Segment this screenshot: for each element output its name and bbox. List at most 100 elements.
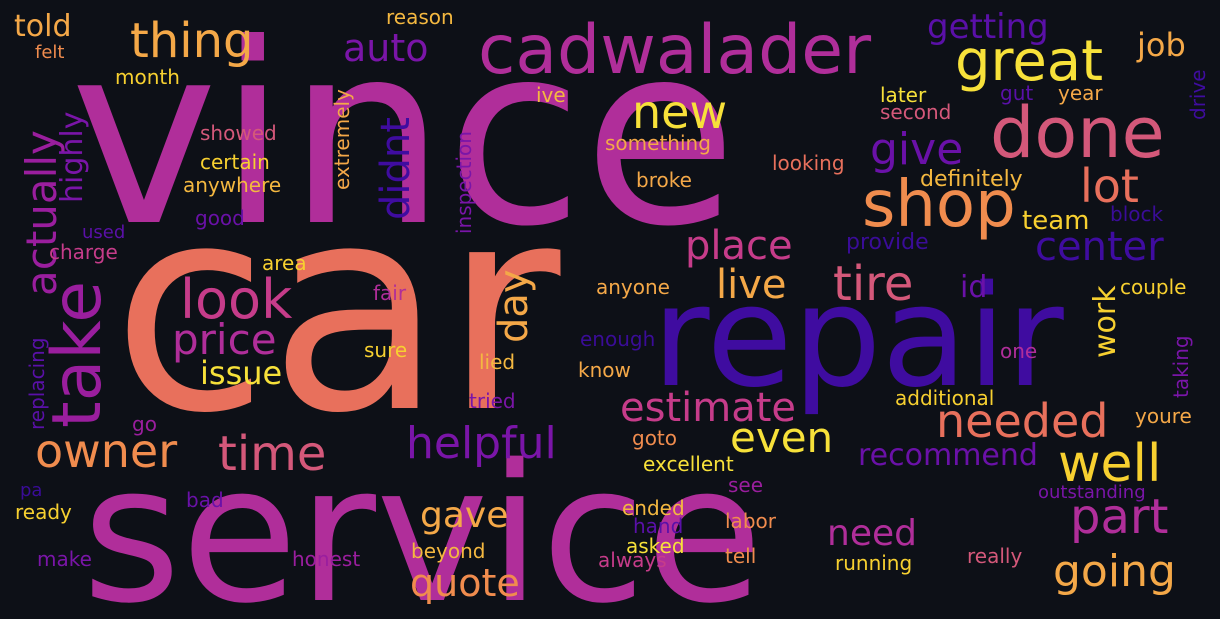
- word-bad: bad: [186, 488, 224, 512]
- word-time: time: [218, 426, 326, 482]
- word-gut: gut: [1000, 81, 1033, 105]
- word-replacing: replacing: [25, 337, 49, 430]
- word-tell: tell: [725, 544, 756, 568]
- word-new: new: [632, 85, 727, 139]
- word-ive: ive: [536, 83, 566, 107]
- word-tire: tire: [833, 256, 913, 312]
- word-issue: issue: [200, 354, 282, 392]
- word-labor: labor: [725, 509, 777, 533]
- word-certain: certain: [200, 150, 270, 174]
- word-estimate: estimate: [620, 385, 796, 431]
- word-live: live: [716, 262, 787, 308]
- word-sure: sure: [364, 338, 407, 362]
- word-need: need: [827, 513, 917, 554]
- word-gave: gave: [420, 495, 508, 536]
- word-something: something: [605, 131, 711, 155]
- word-go: go: [132, 412, 157, 436]
- word-looking: looking: [772, 151, 845, 175]
- word-really: really: [967, 544, 1022, 568]
- word-ended: ended: [622, 496, 685, 520]
- word-owner: owner: [35, 424, 177, 478]
- word-excellent: excellent: [643, 452, 734, 476]
- word-extremely: extremely: [330, 89, 354, 190]
- word-great: great: [955, 29, 1103, 94]
- word-month: month: [115, 65, 180, 89]
- word-told: told: [14, 9, 72, 44]
- word-outstanding: outstanding: [1038, 482, 1146, 503]
- word-well: well: [1058, 434, 1161, 494]
- word-always: always: [598, 548, 667, 572]
- word-day: day: [491, 269, 537, 343]
- word-needed: needed: [936, 394, 1108, 448]
- word-place: place: [685, 223, 793, 269]
- word-auto: auto: [343, 26, 429, 70]
- word-youre: youre: [1135, 404, 1192, 428]
- word-thing: thing: [130, 13, 253, 69]
- word-give: give: [870, 124, 963, 175]
- word-broke: broke: [636, 168, 692, 192]
- word-reason: reason: [386, 5, 454, 29]
- word-fair: fair: [373, 281, 407, 305]
- word-center: center: [1035, 224, 1164, 270]
- word-drive: drive: [1186, 69, 1210, 120]
- word-know: know: [578, 358, 631, 382]
- word-didnt: didnt: [373, 117, 419, 220]
- word-hand: hand: [633, 514, 683, 538]
- word-one: one: [1000, 339, 1037, 363]
- word-definitely: definitely: [920, 167, 1023, 192]
- word-goto: goto: [632, 426, 677, 450]
- word-see: see: [728, 473, 763, 497]
- word-anyone: anyone: [596, 275, 670, 299]
- word-id: id: [960, 270, 987, 305]
- word-recommend: recommend: [858, 438, 1038, 473]
- word-vince: vince: [70, 0, 737, 281]
- word-job: job: [1136, 26, 1186, 64]
- word-pa: pa: [20, 480, 42, 501]
- word-shop: shop: [862, 168, 1016, 242]
- word-part: part: [1070, 489, 1168, 545]
- word-done: done: [990, 92, 1165, 174]
- word-second: second: [880, 100, 951, 124]
- word-later: later: [880, 83, 927, 107]
- word-actually: actually: [17, 130, 66, 296]
- word-honest: honest: [292, 547, 360, 571]
- word-beyond: beyond: [411, 539, 485, 563]
- word-enough: enough: [580, 327, 655, 351]
- word-cadwalader: cadwalader: [478, 11, 871, 90]
- word-showed: showed: [200, 121, 277, 145]
- word-tried: tried: [469, 389, 516, 413]
- word-getting: getting: [927, 7, 1049, 47]
- word-take: take: [38, 281, 117, 428]
- word-asked: asked: [626, 534, 685, 558]
- word-helpful: helpful: [406, 418, 557, 469]
- word-year: year: [1058, 81, 1103, 105]
- word-taking: taking: [1169, 335, 1193, 398]
- word-used: used: [82, 222, 125, 243]
- word-inspection: inspection: [452, 131, 476, 234]
- word-quote: quote: [410, 561, 520, 605]
- word-ready: ready: [15, 500, 72, 524]
- word-look: look: [180, 268, 293, 331]
- word-additional: additional: [895, 386, 994, 410]
- word-charge: charge: [49, 240, 118, 264]
- word-anywhere: anywhere: [183, 173, 281, 197]
- word-car: car: [112, 144, 564, 476]
- word-provide: provide: [846, 230, 929, 255]
- word-highly: highly: [55, 112, 90, 204]
- word-going: going: [1053, 546, 1176, 597]
- word-service: service: [82, 424, 763, 619]
- word-good: good: [195, 206, 245, 230]
- word-couple: couple: [1120, 275, 1186, 299]
- word-felt: felt: [35, 42, 64, 63]
- word-running: running: [835, 551, 912, 575]
- word-repair: repair: [652, 256, 1064, 419]
- word-make: make: [37, 547, 92, 571]
- word-lied: lied: [479, 350, 515, 374]
- word-lot: lot: [1080, 159, 1139, 213]
- word-block: block: [1110, 202, 1163, 226]
- word-team: team: [1022, 206, 1089, 236]
- word-area: area: [262, 251, 307, 275]
